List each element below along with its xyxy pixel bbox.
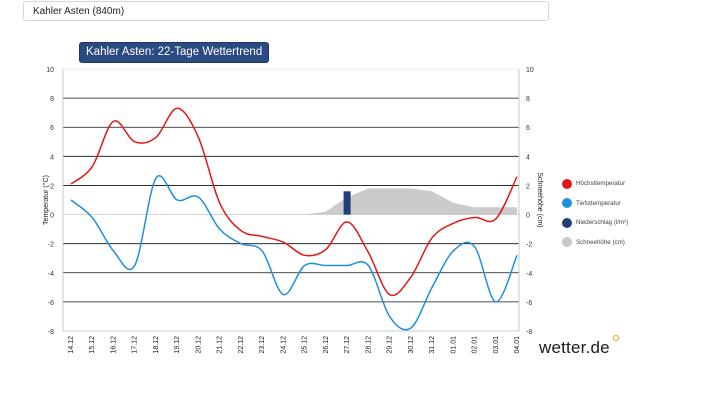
legend-label: Niederschlag (l/m²) [576, 219, 629, 227]
x-tick-label: 16.12 [110, 336, 117, 354]
x-tick-label: 30.12 [408, 336, 415, 354]
y-tick-left: 2 [50, 183, 54, 190]
y-tick-left: 4 [50, 154, 54, 161]
legend-marker [562, 198, 572, 209]
legend-marker [562, 237, 572, 248]
y-tick-right: 0 [526, 213, 530, 220]
y-tick-right: 4 [526, 154, 530, 161]
x-tick-label: 18.12 [153, 336, 160, 354]
x-tick-label: 14.12 [68, 336, 75, 354]
legend-item[interactable]: Niederschlag (l/m²) [562, 213, 628, 233]
y-tick-left: 8 [50, 96, 54, 103]
y-axis-label-right: Schneehöhe (cm) [536, 172, 543, 227]
x-tick-label: 03.01 [493, 336, 500, 354]
y-tick-left: 0 [50, 213, 54, 220]
y-tick-left: -4 [48, 271, 54, 278]
legend-item[interactable]: Tiefsttemperatur [562, 194, 628, 214]
snow-depth-area [71, 188, 517, 215]
x-tick-label: 21.12 [217, 336, 224, 354]
x-tick-label: 01.01 [450, 336, 457, 354]
x-tick-label: 25.12 [302, 336, 309, 354]
y-tick-right: -2 [526, 242, 532, 249]
location-label: Kahler Asten (840m) [33, 6, 125, 17]
logo-dot-icon [613, 335, 619, 341]
x-tick-label: 31.12 [429, 336, 436, 354]
legend-label: Tiefsttemperatur [576, 199, 621, 207]
y-tick-left: -8 [48, 329, 54, 336]
y-tick-right: 10 [526, 67, 534, 74]
x-tick-label: 26.12 [323, 336, 330, 354]
precipitation-bar [343, 191, 351, 215]
legend-item[interactable]: Schneehöhe (cm) [562, 233, 628, 253]
x-tick-label: 29.12 [387, 336, 394, 354]
y-tick-right: 6 [526, 125, 530, 132]
legend-label: Höchsttemperatur [576, 180, 626, 188]
legend-marker [562, 217, 572, 228]
y-axis-label-left: Temperatur (°C) [42, 175, 50, 225]
location-selector[interactable]: Kahler Asten (840m) [23, 1, 549, 21]
legend: Höchsttemperatur Tiefsttemperatur Niedersc… [562, 174, 628, 252]
x-tick-label: 27.12 [344, 336, 351, 354]
legend-item[interactable]: Höchsttemperatur [562, 174, 628, 194]
y-tick-left: 6 [50, 125, 54, 132]
x-tick-label: 02.01 [472, 336, 479, 354]
legend-label: Schneehöhe (cm) [576, 238, 625, 246]
x-tick-label: 22.12 [238, 336, 245, 354]
y-tick-right: -4 [526, 271, 532, 278]
x-tick-label: 04.01 [514, 336, 521, 354]
y-tick-right: 2 [526, 183, 530, 190]
y-tick-left: 10 [46, 67, 54, 74]
max-temp-line [70, 107, 518, 297]
chart-title: Kahler Asten: 22-Tage Wettertrend [79, 42, 270, 63]
y-tick-right: 8 [526, 96, 530, 103]
x-tick-label: 23.12 [259, 336, 266, 354]
wetter-de-logo: wetter.de [539, 338, 610, 357]
min-temp-line [70, 175, 518, 331]
y-tick-right: -8 [526, 329, 532, 336]
y-tick-left: -6 [48, 300, 54, 307]
x-tick-label: 17.12 [132, 336, 139, 354]
x-tick-label: 20.12 [195, 336, 202, 354]
x-tick-label: 15.12 [89, 336, 96, 354]
x-tick-label: 19.12 [174, 336, 181, 354]
x-tick-label: 24.12 [280, 336, 287, 354]
y-tick-left: -2 [48, 242, 54, 249]
y-tick-right: -6 [526, 300, 532, 307]
x-tick-label: 28.12 [365, 336, 372, 354]
legend-marker [562, 178, 572, 189]
